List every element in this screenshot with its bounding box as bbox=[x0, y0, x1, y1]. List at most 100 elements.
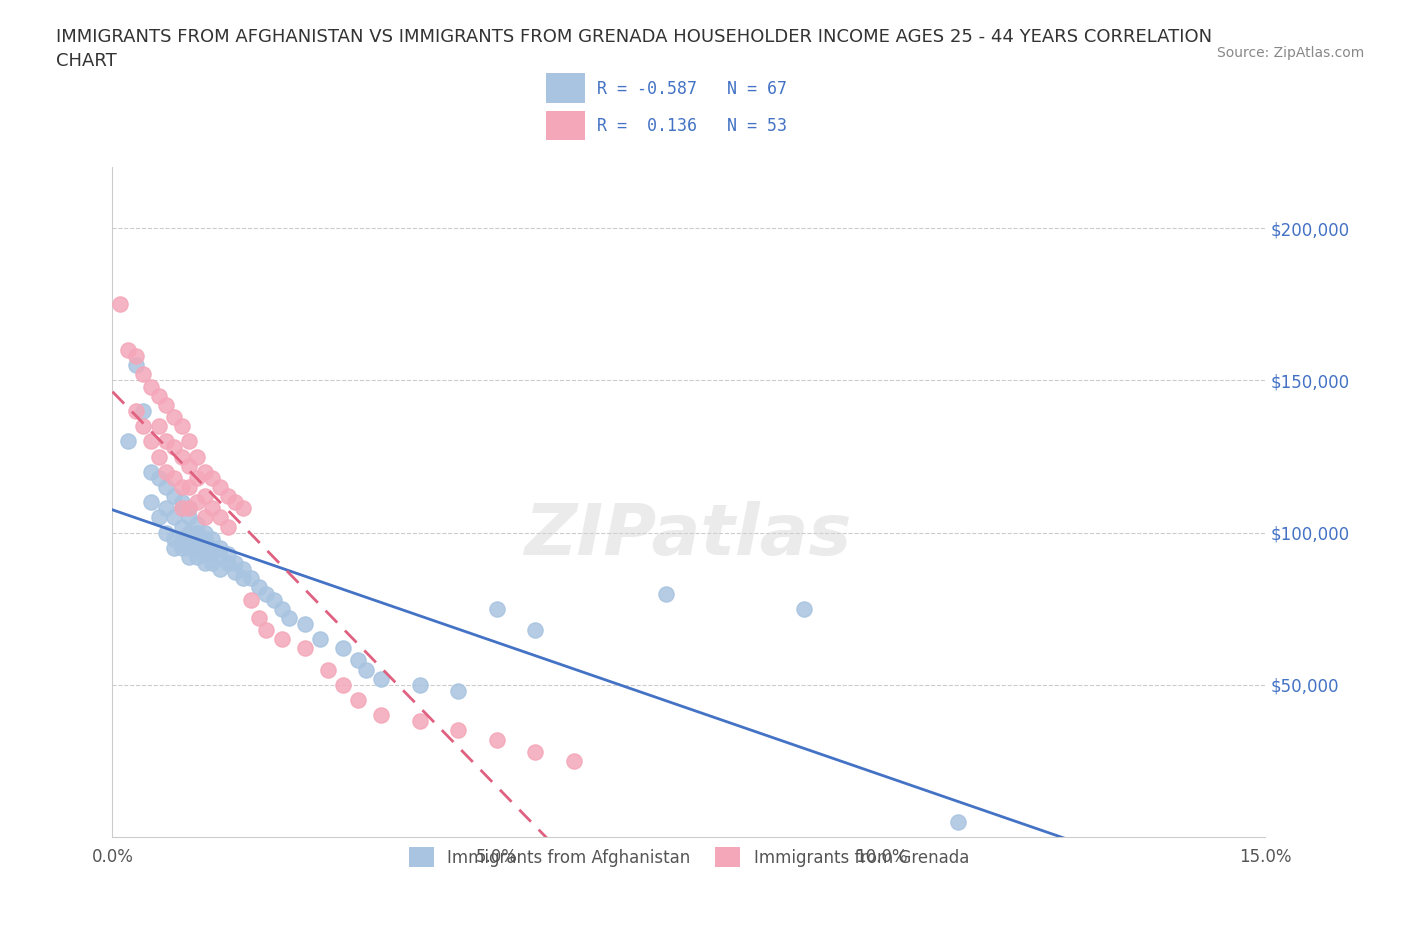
Point bbox=[155, 397, 177, 412]
Point bbox=[217, 555, 239, 570]
Point bbox=[132, 418, 155, 433]
Point bbox=[946, 815, 969, 830]
Point bbox=[170, 418, 193, 433]
Point bbox=[232, 562, 254, 577]
Point bbox=[447, 723, 470, 737]
Point bbox=[347, 693, 370, 708]
Point bbox=[247, 580, 270, 595]
Point bbox=[186, 550, 208, 565]
Point bbox=[232, 501, 254, 516]
Point bbox=[270, 631, 292, 646]
Point bbox=[562, 753, 585, 768]
Point bbox=[170, 449, 193, 464]
Point bbox=[124, 349, 146, 364]
Point bbox=[179, 510, 201, 525]
Point bbox=[270, 602, 292, 617]
Point bbox=[148, 388, 170, 403]
Point bbox=[139, 379, 162, 394]
Text: IMMIGRANTS FROM AFGHANISTAN VS IMMIGRANTS FROM GRENADA HOUSEHOLDER INCOME AGES 2: IMMIGRANTS FROM AFGHANISTAN VS IMMIGRANT… bbox=[56, 28, 1212, 70]
Legend: Immigrants from Afghanistan, Immigrants from Grenada: Immigrants from Afghanistan, Immigrants … bbox=[401, 839, 977, 875]
FancyBboxPatch shape bbox=[546, 73, 585, 103]
Point bbox=[163, 531, 186, 546]
Point bbox=[254, 586, 277, 601]
Point bbox=[194, 547, 217, 562]
Point bbox=[170, 531, 193, 546]
Point bbox=[201, 471, 224, 485]
Point bbox=[209, 562, 232, 577]
Point bbox=[194, 540, 217, 555]
Point bbox=[186, 449, 208, 464]
Point bbox=[485, 732, 508, 747]
Point bbox=[124, 404, 146, 418]
Point bbox=[186, 525, 208, 540]
Point bbox=[179, 525, 201, 540]
Point bbox=[170, 519, 193, 534]
Point bbox=[148, 510, 170, 525]
Point bbox=[132, 367, 155, 382]
Point bbox=[170, 495, 193, 510]
Point bbox=[447, 684, 470, 698]
Point bbox=[294, 617, 316, 631]
Point bbox=[409, 677, 432, 692]
Point bbox=[239, 571, 262, 586]
Point bbox=[148, 449, 170, 464]
Point bbox=[179, 540, 201, 555]
Point bbox=[170, 480, 193, 495]
Point bbox=[263, 592, 285, 607]
Point bbox=[139, 495, 162, 510]
Point bbox=[139, 434, 162, 449]
Point bbox=[155, 501, 177, 516]
Point bbox=[209, 540, 232, 555]
Point bbox=[186, 471, 208, 485]
Point bbox=[655, 586, 678, 601]
Point bbox=[194, 531, 217, 546]
Point bbox=[278, 610, 301, 625]
Text: R = -0.587   N = 67: R = -0.587 N = 67 bbox=[598, 80, 787, 98]
Point bbox=[186, 540, 208, 555]
Point bbox=[179, 480, 201, 495]
Point bbox=[354, 662, 377, 677]
Point bbox=[139, 464, 162, 479]
Point bbox=[148, 418, 170, 433]
Point bbox=[485, 602, 508, 617]
Point bbox=[209, 510, 232, 525]
Point bbox=[148, 471, 170, 485]
Point bbox=[793, 602, 815, 617]
Point bbox=[194, 525, 217, 540]
Point bbox=[194, 510, 217, 525]
Point bbox=[224, 565, 246, 579]
Point bbox=[117, 342, 139, 357]
Point bbox=[209, 550, 232, 565]
Point bbox=[132, 404, 155, 418]
Point bbox=[224, 495, 246, 510]
Text: ZIPatlas: ZIPatlas bbox=[526, 501, 852, 570]
Point bbox=[170, 540, 193, 555]
Point bbox=[117, 434, 139, 449]
Point bbox=[170, 501, 193, 516]
Point bbox=[194, 464, 217, 479]
Point bbox=[163, 440, 186, 455]
Point bbox=[163, 488, 186, 503]
Point bbox=[163, 471, 186, 485]
Point bbox=[524, 744, 547, 759]
Point bbox=[170, 501, 193, 516]
Point bbox=[370, 671, 392, 686]
Point bbox=[232, 571, 254, 586]
Point bbox=[201, 540, 224, 555]
Point bbox=[309, 631, 332, 646]
Point bbox=[186, 495, 208, 510]
Point bbox=[409, 714, 432, 729]
Point bbox=[179, 434, 201, 449]
Point bbox=[163, 409, 186, 424]
Point bbox=[224, 555, 246, 570]
Point bbox=[124, 358, 146, 373]
Point bbox=[155, 525, 177, 540]
Point bbox=[332, 677, 354, 692]
Text: Source: ZipAtlas.com: Source: ZipAtlas.com bbox=[1216, 46, 1364, 60]
Point bbox=[217, 519, 239, 534]
Point bbox=[155, 434, 177, 449]
Point bbox=[217, 547, 239, 562]
Point bbox=[254, 622, 277, 637]
Point bbox=[186, 531, 208, 546]
Point bbox=[201, 555, 224, 570]
